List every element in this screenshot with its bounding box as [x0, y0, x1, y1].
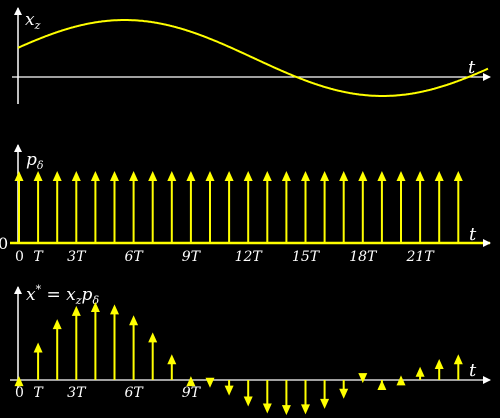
impulse-arrowhead-15: [301, 171, 310, 181]
top-y-label: xz: [25, 10, 41, 32]
impulse-arrowhead-12: [243, 171, 253, 181]
tick-label-6T: 6T: [124, 385, 144, 401]
tick-label-15T: 15T: [292, 249, 321, 265]
impulse-arrowhead-8: [167, 171, 177, 181]
mid-zero-label: 0: [0, 234, 8, 253]
impulse-arrowhead-9: [186, 376, 196, 387]
impulse-arrowhead-0: [14, 171, 24, 181]
tick-label-18T: 18T: [349, 249, 378, 265]
tick-label-group: T 3T 6T 9T: [33, 385, 201, 401]
impulse-group: [14, 171, 463, 243]
tick-label-3T: 3T: [67, 249, 87, 265]
impulse-arrowhead-14: [281, 171, 291, 181]
impulse-arrowhead-5: [110, 304, 119, 315]
impulse-train-plot: pδ t 0 0 T 3T 6T 9T 12T 15T 18T 21T: [0, 144, 491, 265]
impulse-arrowhead-16: [320, 171, 330, 181]
mid-y-label: pδ: [26, 150, 44, 172]
impulse-arrowhead-13: [262, 403, 272, 414]
impulse-arrowhead-14: [281, 405, 291, 416]
impulse-arrowhead-16: [320, 398, 330, 409]
tick-label-12T: 12T: [235, 249, 264, 265]
impulse-arrowhead-1: [33, 171, 43, 181]
bot-t-label: t: [469, 360, 477, 381]
impulse-arrowhead-6: [129, 315, 139, 326]
impulse-arrowhead-20: [396, 171, 406, 181]
impulse-arrowhead-9: [186, 171, 196, 181]
impulse-arrowhead-12: [243, 396, 253, 407]
impulse-arrowhead-18: [358, 171, 368, 181]
continuous-signal-curve: [17, 19, 489, 97]
impulse-arrowhead-11: [224, 171, 234, 181]
impulse-arrowhead-18: [358, 373, 368, 384]
tick-label-T: T: [33, 385, 44, 401]
impulse-arrowhead-17: [339, 388, 349, 399]
impulse-arrowhead-19: [377, 380, 387, 390]
tick-label-9T: 9T: [182, 385, 202, 401]
tick-label-6T: 6T: [124, 249, 144, 265]
impulse-arrowhead-4: [90, 171, 100, 181]
tick-label-9T: 9T: [182, 249, 202, 265]
impulse-arrowhead-2: [52, 319, 62, 330]
mid-origin-tick: 0: [15, 249, 24, 265]
sample-group: [14, 302, 463, 416]
bot-y-label: x* = xzpδ: [26, 283, 99, 307]
top-t-label: t: [468, 57, 476, 78]
impulse-arrowhead-3: [71, 305, 81, 316]
impulse-arrowhead-21: [415, 366, 425, 377]
tick-label-3T: 3T: [67, 385, 87, 401]
sampled-signal-plot: x* = xzpδ t 0 T 3T 6T 9T: [10, 283, 491, 416]
impulse-arrowhead-19: [377, 171, 387, 181]
impulse-arrowhead-4: [90, 302, 100, 312]
continuous-signal-plot: xz t: [12, 7, 491, 104]
tick-label-group: T 3T 6T 9T 12T 15T 18T 21T: [33, 249, 435, 265]
impulse-arrowhead-22: [434, 358, 444, 369]
impulse-arrowhead-13: [262, 171, 272, 181]
tick-label-T: T: [33, 249, 44, 265]
impulse-arrowhead-11: [224, 385, 234, 396]
mid-t-label: t: [469, 224, 477, 245]
impulse-arrowhead-2: [52, 171, 62, 181]
impulse-arrowhead-10: [205, 171, 215, 181]
impulse-arrowhead-3: [71, 171, 81, 181]
impulse-arrowhead-10: [205, 377, 215, 388]
impulse-arrowhead-8: [167, 354, 177, 365]
impulse-arrowhead-0: [14, 376, 24, 387]
impulse-arrowhead-23: [453, 171, 463, 181]
impulse-arrowhead-7: [148, 332, 158, 343]
impulse-arrowhead-17: [339, 171, 349, 181]
bot-origin-tick: 0: [15, 385, 24, 401]
impulse-arrowhead-7: [148, 171, 158, 181]
impulse-arrowhead-5: [110, 171, 119, 181]
tick-label-21T: 21T: [406, 249, 436, 265]
impulse-arrowhead-22: [434, 171, 444, 181]
impulse-arrowhead-1: [33, 342, 43, 353]
impulse-arrowhead-20: [396, 375, 406, 386]
impulse-arrowhead-23: [453, 354, 463, 365]
impulse-arrowhead-15: [301, 404, 310, 415]
impulse-arrowhead-21: [415, 171, 425, 181]
impulse-arrowhead-6: [129, 171, 139, 181]
